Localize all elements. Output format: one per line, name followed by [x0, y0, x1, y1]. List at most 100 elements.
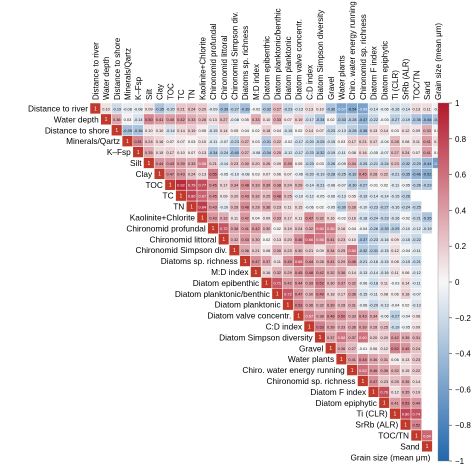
cell-value-label: -0.03 — [380, 117, 389, 122]
column-label: Diatom Simpson diversity — [316, 10, 325, 100]
cell-value-label: 0.33 — [338, 324, 346, 329]
cell-value-label: 0.27 — [273, 106, 281, 111]
column-label: Diatom epiphytic — [380, 41, 389, 100]
cell-value-label: 0.33 — [252, 183, 260, 188]
cell-value-label: -0.46 — [423, 117, 432, 122]
cell-value-label: -0.14 — [369, 106, 379, 111]
cell-value-label: 1 — [372, 390, 375, 396]
row-label: Grain size (mean μm) — [350, 452, 430, 462]
cell-value-label: 0.41 — [348, 357, 356, 362]
cell-value-label: 0.22 — [273, 139, 281, 144]
cell-value-label: -0.31 — [262, 139, 271, 144]
cell-value-label: -0.25 — [358, 161, 367, 166]
cell-value-label: 0.79 — [188, 183, 196, 188]
cell-value-label: -0.11 — [391, 183, 400, 188]
cell-value-label: 0.45 — [295, 270, 303, 275]
cell-value-label: 0.43 — [359, 313, 367, 318]
cell-value-label: 0.44 — [295, 281, 303, 286]
cell-value-label: -0.19 — [112, 106, 121, 111]
cell-value-label: 0.44 — [306, 259, 314, 264]
cell-value-label: 1 — [158, 172, 161, 178]
cell-value-label: 0.28 — [338, 302, 346, 307]
cell-value-label: -0.22 — [369, 117, 378, 122]
cell-value-label: 0.08 — [391, 259, 399, 264]
cell-value-label: -0.23 — [305, 161, 314, 166]
cell-value-label: -0.08 — [251, 150, 260, 155]
row-label: Water plants — [288, 354, 334, 364]
cell-value-label: -0.30 — [348, 183, 358, 188]
cell-value-label: -0.08 — [326, 183, 335, 188]
cell-value-label: -0.04 — [380, 139, 390, 144]
column-label: Chiro. water energy running — [348, 1, 357, 100]
cell-value-label: 0.17 — [284, 215, 292, 220]
cell-value-label: 0.02 — [434, 150, 442, 155]
cell-value-label: 0.42 — [252, 226, 260, 231]
cell-value-label: 0.09 — [263, 215, 271, 220]
cell-value-label: -0.14 — [380, 193, 390, 198]
cell-value-label: 0.05 — [348, 193, 356, 198]
cell-value-label: 1 — [319, 335, 322, 341]
cell-value-label: 0.23 — [391, 161, 399, 166]
cell-value-label: 0.47 — [306, 215, 314, 220]
cell-value-label: -0.14 — [369, 193, 379, 198]
cell-value-label: -0.54 — [348, 106, 358, 111]
cell-value-label: 0.13 — [273, 237, 281, 242]
cell-value-label: 0.39 — [177, 161, 185, 166]
cell-value-label: -0.16 — [391, 204, 400, 209]
cell-value-label: -0.35 — [412, 117, 421, 122]
cell-value-label: 0.10 — [199, 139, 207, 144]
cell-value-label: 0.12 — [391, 390, 399, 395]
column-label: TOC — [166, 83, 175, 100]
colorbar: 1 0.8 0.6 0.4 0.2 0 −0.2 −0.4 −0.6 −0.8 −1 — [437, 99, 471, 466]
row-label: Diatom Simpson diversity — [219, 332, 313, 342]
cell-value-label: 0.37 — [327, 335, 335, 340]
cell-value-label: 0.74 — [413, 411, 421, 416]
column-label: Silt — [145, 88, 154, 100]
column-label: Distance to shore — [113, 37, 122, 100]
cell-value-label: -0.39 — [219, 106, 228, 111]
cell-value-label: -0.06 — [358, 281, 367, 286]
heatmap-cell — [421, 222, 433, 235]
cell-value-label: -0.10 — [230, 172, 240, 177]
cell-value-label: 0.32 — [252, 193, 260, 198]
cell-value-label: 0.30 — [295, 248, 303, 253]
cell-value-label: -0.11 — [412, 248, 421, 253]
column-label: SrRb (ALR) — [402, 58, 411, 100]
cell-value-label: -0.39 — [123, 128, 132, 133]
cell-value-label: 0.84 — [199, 204, 207, 209]
cell-value-label: 0.48 — [241, 204, 249, 209]
cell-value-label: 0.09 — [316, 248, 324, 253]
colorbar-tick-label: 0.8 — [455, 135, 467, 144]
cell-value-label: 0.24 — [188, 172, 196, 177]
cell-value-label: 0.58 — [338, 335, 346, 340]
cell-value-label: -0.21 — [391, 172, 400, 177]
cell-value-label: 0.04 — [252, 215, 260, 220]
cell-value-label: -0.07 — [380, 150, 389, 155]
cell-value-label: 0.50 — [145, 117, 153, 122]
cell-value-label: 0.07 — [263, 172, 271, 177]
colorbar-tick-label: 1 — [455, 99, 460, 108]
cell-value-label: 0.42 — [391, 335, 399, 340]
cell-value-label: 0.11 — [413, 139, 420, 144]
column-label: K–Fsp — [134, 76, 143, 100]
cell-value-label: -0.15 — [401, 237, 410, 242]
cell-value-label: -0.19 — [391, 324, 400, 329]
cell-value-label: 0.08 — [263, 248, 271, 253]
cell-value-label: -0.22 — [412, 237, 421, 242]
cell-value-label: -0.04 — [401, 313, 411, 318]
cell-value-label: 0.08 — [380, 292, 388, 297]
cell-value-label: -0.15 — [209, 128, 218, 133]
cell-value-label: -0.27 — [380, 204, 389, 209]
cell-value-label: 0.13 — [402, 357, 410, 362]
cell-value-label: 1 — [329, 346, 332, 352]
cell-value-label: 0.29 — [338, 259, 346, 264]
cell-value-label: 0.43 — [177, 172, 185, 177]
cell-value-label: 0.24 — [402, 150, 410, 155]
row-label: Distance to river — [28, 103, 88, 113]
cell-value-label: -0.16 — [380, 270, 389, 275]
row-label: Minerals/Qartz — [66, 136, 120, 146]
cell-value-label: 0.52 — [316, 281, 324, 286]
cell-value-label: -0.18 — [358, 215, 367, 220]
cell-value-label: 0.30 — [327, 281, 335, 286]
cell-value-label: -0.25 — [412, 204, 421, 209]
